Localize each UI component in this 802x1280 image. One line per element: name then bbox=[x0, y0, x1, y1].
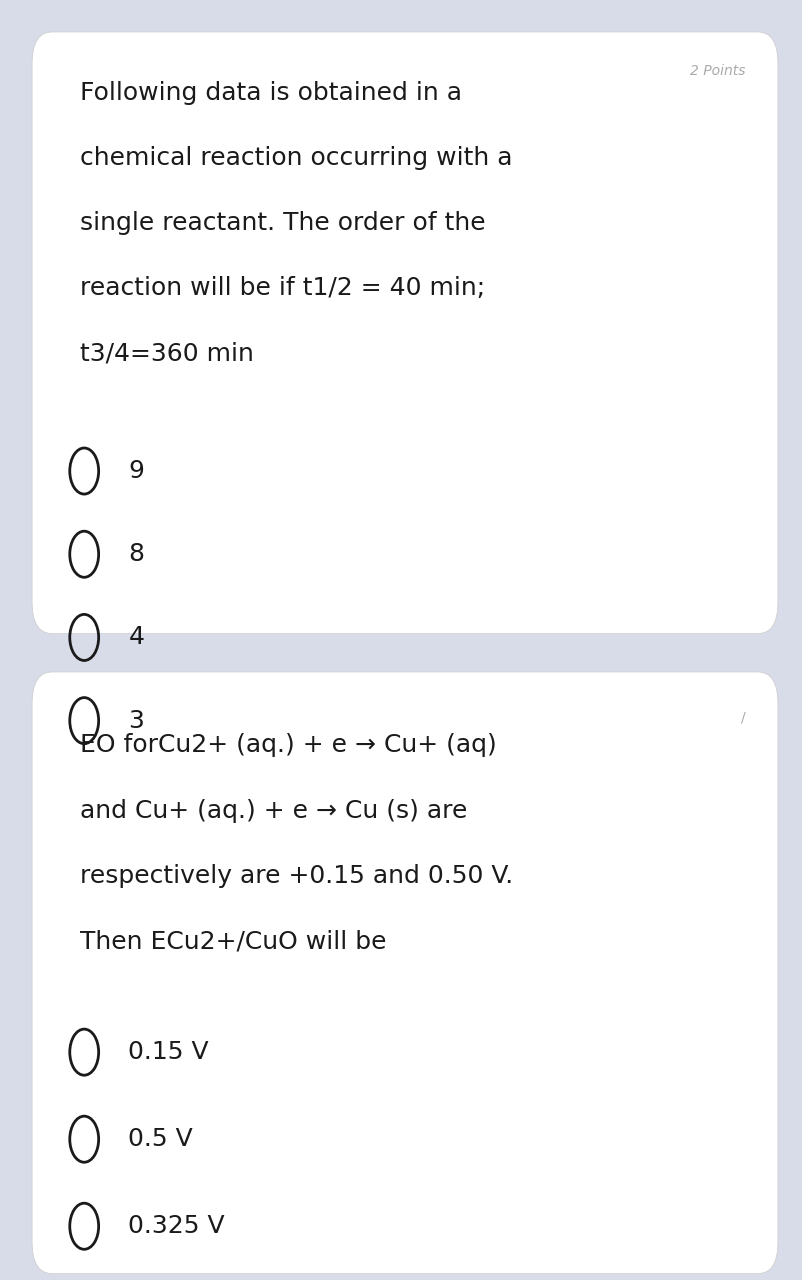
Text: 0.325 V: 0.325 V bbox=[128, 1215, 225, 1238]
Text: respectively are +0.15 and 0.50 V.: respectively are +0.15 and 0.50 V. bbox=[80, 864, 513, 888]
Text: Then ECu2+/CuO will be: Then ECu2+/CuO will be bbox=[80, 929, 387, 954]
FancyBboxPatch shape bbox=[32, 32, 778, 634]
Text: reaction will be if t1/2 = 40 min;: reaction will be if t1/2 = 40 min; bbox=[80, 276, 485, 301]
Text: t3/4=360 min: t3/4=360 min bbox=[80, 342, 254, 366]
FancyBboxPatch shape bbox=[32, 672, 778, 1274]
Text: /: / bbox=[741, 710, 746, 724]
Text: 0.15 V: 0.15 V bbox=[128, 1041, 209, 1064]
Text: 4: 4 bbox=[128, 626, 144, 649]
Text: chemical reaction occurring with a: chemical reaction occurring with a bbox=[80, 146, 512, 170]
Text: Following data is obtained in a: Following data is obtained in a bbox=[80, 81, 462, 105]
Text: EO forCu2+ (aq.) + e → Cu+ (aq): EO forCu2+ (aq.) + e → Cu+ (aq) bbox=[80, 733, 497, 758]
Text: 2 Points: 2 Points bbox=[691, 64, 746, 78]
Text: 9: 9 bbox=[128, 460, 144, 483]
Text: 3: 3 bbox=[128, 709, 144, 732]
Text: single reactant. The order of the: single reactant. The order of the bbox=[80, 211, 486, 236]
Text: and Cu+ (aq.) + e → Cu (s) are: and Cu+ (aq.) + e → Cu (s) are bbox=[80, 799, 468, 823]
Text: 0.5 V: 0.5 V bbox=[128, 1128, 193, 1151]
Text: 8: 8 bbox=[128, 543, 144, 566]
